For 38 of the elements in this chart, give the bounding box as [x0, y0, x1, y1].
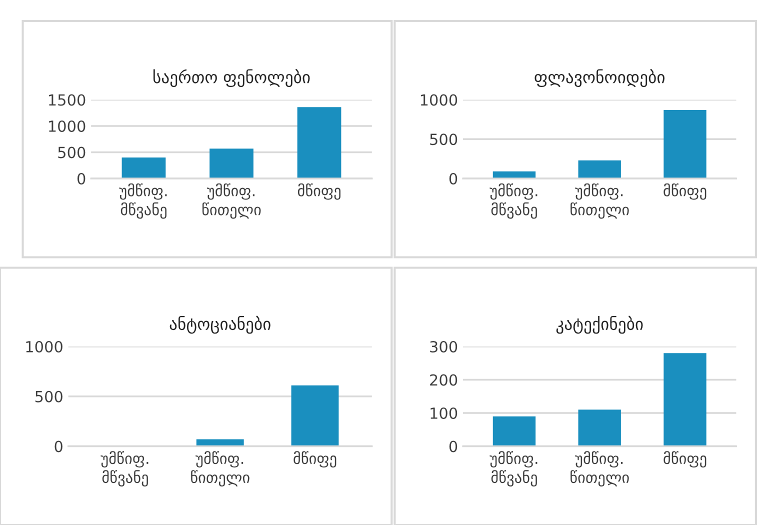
y-tick-label: 200	[430, 374, 458, 386]
x-tick-label: უმწიფ. მწვანე	[490, 183, 538, 219]
y-tick-label: 500	[430, 134, 458, 146]
x-tick-label: უმწიფ. წითელი	[202, 183, 261, 219]
chart-title: საერთო ფენოლები	[153, 69, 310, 88]
y-tick-label: 1000	[49, 120, 86, 132]
x-tick-label: მწიფე	[664, 183, 706, 200]
bar	[664, 353, 706, 446]
x-tick-label: უმწიფ. მწვანე	[100, 451, 148, 486]
bar	[122, 158, 166, 178]
x-tick-label: უმწიფ. წითელი	[191, 451, 250, 486]
y-tick-label: 0	[78, 172, 86, 185]
chart-title: ანტოციანები	[170, 316, 270, 334]
x-tick-label: უმწიფ. მწვანე	[119, 183, 167, 219]
y-tick-label: 300	[430, 340, 458, 353]
x-tick-label: მწიფე	[294, 451, 336, 468]
x-tick-label: უმწიფ. წითელი	[570, 451, 629, 486]
bar	[578, 410, 621, 446]
bar	[492, 416, 536, 446]
y-tick-label: 0	[54, 440, 62, 452]
bar	[578, 160, 621, 178]
x-tick-label: უმწიფ. მწვანე	[490, 451, 538, 486]
y-tick-label: 1500	[49, 94, 86, 106]
x-tick-label: მწიფე	[298, 183, 340, 200]
y-tick-label: 100	[430, 407, 458, 420]
x-tick-label: უმწიფ. წითელი	[570, 183, 629, 219]
x-tick-label: მწიფე	[664, 451, 706, 468]
bar	[297, 107, 342, 178]
bar	[210, 148, 254, 178]
chart-title: ფლავონოიდები	[534, 69, 664, 88]
y-tick-label: 500	[35, 390, 62, 402]
y-tick-label: 500	[58, 146, 86, 158]
y-tick-label: 0	[449, 172, 458, 185]
y-tick-label: 1000	[26, 340, 62, 353]
bar	[664, 110, 706, 178]
y-tick-label: 0	[449, 440, 458, 452]
chart-title: კატექინები	[556, 316, 643, 334]
y-tick-label: 1000	[420, 94, 458, 106]
